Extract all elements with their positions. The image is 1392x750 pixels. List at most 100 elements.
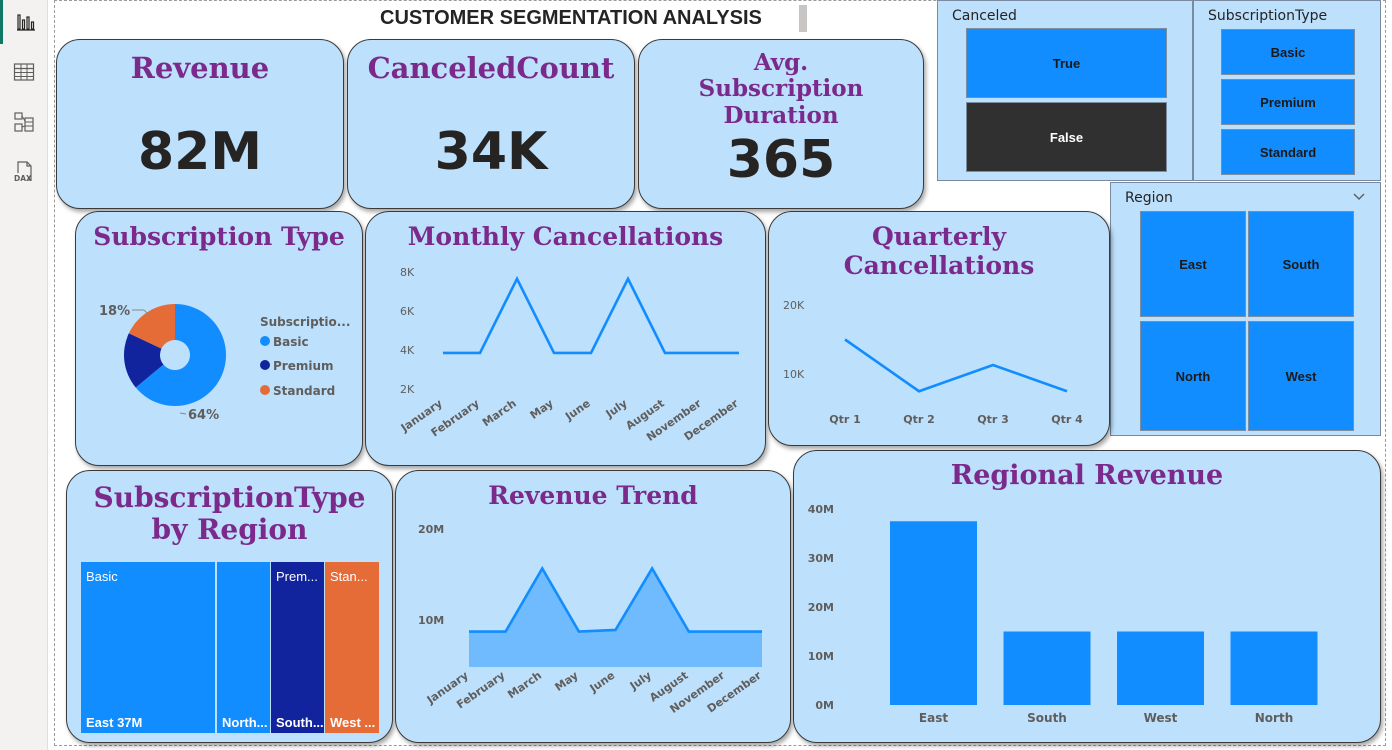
subscription-option-premium[interactable]: Premium — [1221, 79, 1355, 125]
y-tick-label: 10K — [783, 368, 805, 381]
chart-title: Quarterly Cancellations — [843, 222, 1035, 280]
region-option-east[interactable]: East — [1140, 211, 1246, 317]
chart-title: Revenue Trend — [488, 481, 698, 510]
dax-query-view-button[interactable]: DAX — [0, 150, 48, 194]
treemap-cell-standard-west[interactable]: Stan... West ... — [325, 562, 379, 733]
canceled-option-false[interactable]: False — [966, 102, 1167, 172]
legend-item[interactable]: Standard — [273, 384, 335, 398]
view-switcher-sidebar: DAX — [0, 0, 48, 750]
avg-subscription-duration-kpi-card[interactable]: Avg. Subscription Duration 365 — [638, 39, 924, 209]
region-option-south[interactable]: South — [1248, 211, 1354, 317]
y-tick-label: 2K — [400, 383, 415, 396]
slicer-title: Canceled — [952, 8, 1017, 24]
legend-marker-premium — [260, 360, 270, 370]
subscription-donut-chart: 18% 64% Subscriptio... Basic Premium Sta… — [99, 304, 350, 423]
legend-marker-standard — [260, 385, 270, 395]
donut-slice-basic[interactable] — [135, 304, 226, 406]
y-tick-label: 0M — [815, 699, 834, 712]
bar-south[interactable] — [1003, 631, 1091, 706]
x-tick-label: West — [1144, 711, 1178, 725]
y-tick-label: 10M — [808, 650, 834, 663]
page-title: CUSTOMER SEGMENTATION ANALYSIS — [380, 6, 762, 29]
donut-slice-premium[interactable] — [124, 333, 164, 388]
title-decoration-bar — [799, 5, 807, 32]
x-tick-label: East — [919, 711, 948, 725]
subscription-treemap: Basic East 37M North... Prem... South...… — [81, 562, 379, 733]
treemap-cell-label: West ... — [330, 715, 376, 730]
monthly-cancellations-card[interactable]: Monthly Cancellations 8K 6K 4K 2K Januar… — [365, 211, 766, 466]
treemap-cell-premium-south[interactable]: Prem... South... — [271, 562, 324, 733]
x-tick-label: March — [480, 397, 519, 430]
bar-west[interactable] — [1117, 631, 1204, 706]
region-option-north[interactable]: North — [1140, 321, 1246, 431]
kpi-label: Avg. Subscription Duration — [698, 49, 864, 129]
quarterly-cancellations-card[interactable]: Quarterly Cancellations 20K 10K Qtr 1 Qtr… — [768, 211, 1110, 446]
x-tick-label: July — [627, 669, 654, 693]
legend-marker-basic — [260, 336, 270, 346]
treemap-group-label: Stan... — [330, 569, 368, 584]
x-tick-label: Qtr 4 — [1051, 413, 1083, 426]
treemap-cell-label: East 37M — [86, 715, 143, 730]
quarterly-cancellations-series-line[interactable] — [844, 338, 1068, 393]
y-tick-label: 20M — [418, 523, 444, 536]
y-tick-label: 30M — [808, 552, 834, 565]
treemap-group-label: Basic — [86, 569, 118, 584]
chart-title: Subscription Type — [93, 222, 345, 251]
subscription-option-basic[interactable]: Basic — [1221, 29, 1355, 75]
chevron-down-icon[interactable] — [1352, 189, 1366, 208]
y-tick-label: 10M — [418, 614, 444, 627]
subscription-by-region-treemap-card[interactable]: SubscriptionType by Region Basic East 37… — [66, 470, 393, 743]
x-tick-label: May — [552, 669, 580, 694]
chart-title: Regional Revenue — [950, 460, 1224, 491]
dax-icon: DAX — [13, 161, 32, 183]
revenue-kpi-card[interactable]: Revenue 82M — [56, 39, 344, 209]
slicer-title: Region — [1125, 190, 1173, 206]
x-tick-label: March — [505, 669, 544, 702]
slicer-title: SubscriptionType — [1208, 8, 1328, 24]
treemap-cell-basic-east[interactable]: Basic East 37M — [81, 562, 215, 733]
kpi-value: 365 — [726, 130, 836, 190]
bar-north[interactable] — [1230, 631, 1318, 706]
x-tick-label: June — [562, 397, 593, 424]
monthly-cancellations-series-line[interactable] — [443, 275, 739, 355]
model-view-button[interactable] — [0, 100, 48, 144]
subscription-type-donut-card[interactable]: Subscription Type 18% 64% Subscriptio...… — [75, 211, 363, 466]
revenue-trend-area — [469, 568, 762, 667]
subscription-type-slicer: SubscriptionType Basic Premium Standard — [1193, 0, 1381, 181]
donut-slice-standard[interactable] — [128, 304, 175, 349]
revenue-trend-card[interactable]: Revenue Trend 20M 10M January February Mar… — [395, 470, 791, 743]
report-view-button[interactable] — [0, 0, 48, 44]
regional-revenue-card[interactable]: Regional Revenue 40M 30M 20M 10M 0M East… — [793, 450, 1381, 743]
data-label-leader — [179, 412, 187, 415]
table-grid-icon — [13, 63, 35, 81]
y-tick-label: 20M — [808, 601, 834, 614]
data-label-leader — [143, 309, 151, 317]
canceled-slicer: Canceled True False — [937, 0, 1193, 181]
dax-icon-label: DAX — [14, 174, 32, 183]
legend-item[interactable]: Basic — [273, 335, 309, 349]
data-label: 18% — [99, 304, 130, 319]
bar-chart-icon — [16, 14, 35, 31]
x-tick-label: May — [528, 397, 556, 422]
x-tick-label: North — [1255, 711, 1293, 725]
legend-item[interactable]: Premium — [273, 359, 334, 373]
chart-title: SubscriptionType by Region — [93, 481, 366, 547]
treemap-cell-basic-north[interactable]: North... — [217, 562, 270, 733]
treemap-cell-label: South... — [276, 715, 324, 730]
canceled-count-kpi-card[interactable]: CanceledCount 34K — [347, 39, 635, 209]
x-tick-label: Qtr 3 — [977, 413, 1009, 426]
bar-east[interactable] — [890, 521, 977, 705]
region-option-west[interactable]: West — [1248, 321, 1354, 431]
x-tick-label: June — [587, 669, 618, 696]
revenue-trend-series-line[interactable] — [469, 565, 762, 633]
model-icon — [14, 112, 34, 132]
table-view-button[interactable] — [0, 50, 48, 94]
subscription-option-standard[interactable]: Standard — [1221, 129, 1355, 175]
canceled-option-true[interactable]: True — [966, 28, 1167, 98]
quarterly-cancellations-line-chart: 20K 10K Qtr 1 Qtr 2 Qtr 3 Qtr 4 — [783, 299, 1083, 426]
treemap-cell-label: North... — [222, 715, 268, 730]
treemap-group-label: Prem... — [276, 569, 318, 584]
y-tick-label: 8K — [400, 266, 415, 279]
data-label: 64% — [188, 408, 219, 423]
